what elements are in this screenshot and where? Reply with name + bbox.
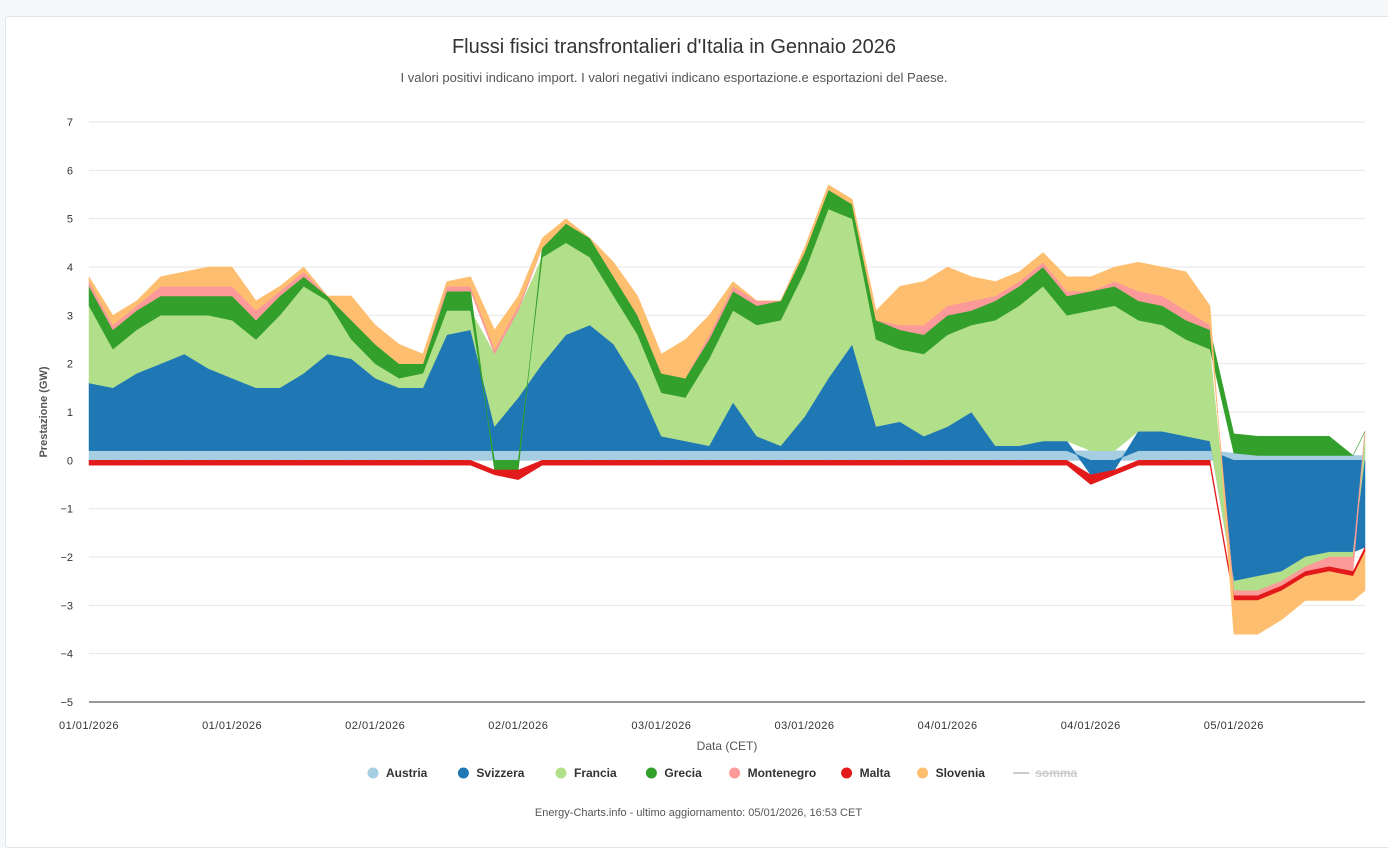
legend-item-montenegro[interactable]: Montenegro — [729, 766, 816, 780]
y-tick-label: 6 — [67, 165, 73, 177]
y-tick-label: −1 — [60, 504, 73, 516]
legend-label: Malta — [860, 766, 891, 780]
legend-symbol — [457, 767, 469, 779]
y-tick-label: 1 — [67, 407, 73, 419]
chart-title: Flussi fisici transfrontalieri d'Italia … — [451, 36, 897, 58]
y-tick-label: −2 — [60, 552, 73, 564]
x-tick-label: 04/01/2026 — [1061, 720, 1121, 732]
x-tick-label: 05/01/2026 — [1204, 720, 1264, 732]
chart-legend: Austria Svizzera Francia Grecia Montenegro Ma… — [367, 766, 1078, 780]
area-malta — [88, 460, 1366, 601]
y-tick-label: −3 — [60, 600, 73, 612]
y-tick-label: −4 — [60, 649, 73, 661]
legend-item-somma[interactable]: somma — [1013, 766, 1078, 780]
x-tick-label: 01/01/2026 — [202, 720, 262, 732]
x-axis-label: Data (CET) — [697, 739, 758, 753]
legend-item-slovenia[interactable]: Slovenia — [917, 766, 985, 780]
legend-symbol — [729, 767, 741, 779]
y-axis-label: Prestazione (GW) — [38, 366, 50, 457]
y-tick-label: 2 — [67, 359, 73, 371]
legend-symbol — [841, 767, 853, 779]
y-axis-ticks: 7 6 5 4 3 2 1 0 −1 −2 −3 −4 −5 — [60, 117, 73, 709]
x-tick-label: 04/01/2026 — [918, 720, 978, 732]
legend-label: Grecia — [664, 766, 702, 780]
area-slovenia — [88, 184, 1366, 635]
x-axis-ticks: 01/01/2026 01/01/2026 02/01/2026 02/01/2026… — [59, 720, 1264, 732]
legend-item-malta[interactable]: Malta — [841, 766, 891, 780]
legend-symbol — [917, 767, 929, 779]
legend-item-francia[interactable]: Francia — [555, 766, 618, 780]
legend-label: Svizzera — [476, 766, 524, 780]
x-tick-label: 02/01/2026 — [345, 720, 405, 732]
legend-label: somma — [1035, 766, 1077, 780]
x-tick-label: 01/01/2026 — [59, 720, 119, 732]
y-tick-label: 7 — [67, 117, 73, 129]
legend-item-grecia[interactable]: Grecia — [645, 766, 702, 780]
chart-areas — [88, 184, 1366, 635]
legend-item-austria[interactable]: Austria — [367, 766, 428, 780]
x-tick-label: 03/01/2026 — [631, 720, 691, 732]
area-austria — [88, 450, 1366, 461]
y-tick-label: 0 — [67, 455, 73, 467]
x-tick-label: 02/01/2026 — [488, 720, 548, 732]
y-tick-label: 3 — [67, 310, 73, 322]
y-tick-label: −5 — [60, 697, 73, 709]
y-tick-label: 5 — [67, 214, 73, 226]
legend-label: Francia — [574, 766, 617, 780]
legend-symbol — [645, 767, 657, 779]
footer-source: Energy-Charts.info - ultimo aggiornament… — [534, 807, 863, 819]
area-francia — [88, 208, 1366, 592]
chart-subtitle: I valori positivi indicano import. I val… — [400, 70, 948, 85]
legend-label: Austria — [386, 766, 428, 780]
legend-item-svizzera[interactable]: Svizzera — [457, 766, 525, 780]
area-grecia — [88, 189, 1366, 471]
legend-label: Slovenia — [936, 766, 986, 780]
legend-label: Montenegro — [748, 766, 817, 780]
legend-symbol — [555, 767, 567, 779]
legend-symbol — [367, 767, 379, 779]
x-tick-label: 03/01/2026 — [774, 720, 834, 732]
y-tick-label: 4 — [67, 262, 73, 274]
